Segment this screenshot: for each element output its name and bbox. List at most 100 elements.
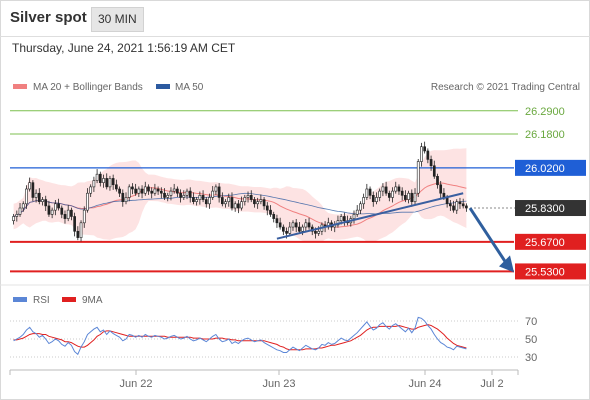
candle (269, 205, 272, 217)
candle (243, 194, 247, 206)
candle-body-up (41, 199, 44, 202)
candle-body-down (384, 186, 388, 194)
candle-body-up (455, 201, 459, 211)
candle (394, 181, 398, 194)
candle-body-up (240, 201, 243, 209)
trend-annotations (276, 192, 514, 273)
candle-body-up (413, 192, 417, 202)
candle-body-up (127, 186, 131, 198)
candle-body-down (115, 184, 118, 190)
candle (179, 189, 182, 203)
candle-body-down (436, 176, 439, 186)
key-levels (10, 110, 518, 273)
candle (304, 219, 308, 233)
level-labels: 26.2900 26.1800 26.0200 25.8300 25.6700 25.53… (515, 106, 586, 280)
candle-body-down (400, 190, 404, 196)
candle-body-down (163, 192, 166, 198)
candle-body-down (121, 192, 125, 202)
candle-body-up (214, 186, 218, 192)
candle (204, 197, 208, 208)
projection-arrowhead (499, 255, 514, 273)
candle (400, 187, 404, 201)
candle (102, 174, 105, 188)
candle (188, 187, 192, 203)
candle-body-up (416, 161, 420, 194)
candle (70, 207, 73, 221)
candle (82, 206, 86, 228)
candle (54, 199, 57, 216)
candle-body-up (208, 197, 211, 205)
candle (452, 200, 455, 213)
candle-body-down (262, 199, 266, 207)
candle (111, 174, 115, 190)
candle (253, 197, 256, 208)
candle (237, 199, 240, 214)
candle-body-down (423, 146, 426, 152)
candle-body-up (25, 188, 28, 205)
level-label-3: 25.8300 (525, 203, 565, 215)
candle (86, 188, 89, 213)
candle (262, 197, 266, 210)
support-trendline (276, 192, 464, 240)
candle-body-up (95, 173, 99, 181)
candle-body-down (230, 197, 234, 209)
candle (381, 183, 385, 197)
candle (198, 191, 202, 205)
candle-body-down (63, 214, 67, 219)
candle (47, 200, 51, 217)
candle-body-down (285, 230, 288, 234)
candle (249, 190, 253, 203)
candle (34, 189, 38, 203)
candle (217, 183, 221, 203)
candle (150, 187, 154, 199)
candle (432, 160, 436, 179)
candle (291, 220, 295, 231)
candle (410, 189, 414, 207)
candle-body-up (102, 178, 105, 183)
candle (98, 171, 102, 187)
candle (159, 187, 163, 199)
candle-body-up (108, 178, 112, 188)
candle (352, 210, 356, 224)
candle-body-up (375, 197, 378, 202)
candle (21, 201, 25, 212)
candle-body-down (31, 182, 35, 198)
candle (465, 203, 468, 212)
candle-body-down (70, 209, 73, 217)
candle (140, 185, 144, 199)
rsi-ma-legend-swatch (62, 297, 76, 302)
candle (455, 199, 459, 214)
candle-body-down (343, 216, 346, 222)
candle (413, 188, 417, 205)
candle (208, 193, 211, 209)
candle (423, 141, 426, 154)
candle (375, 192, 378, 205)
candle-body-down (201, 195, 205, 200)
candle-body-up (291, 222, 295, 228)
timeframe-badge[interactable]: 30 MIN (91, 7, 144, 32)
candle-body-down (307, 222, 311, 228)
candle (37, 188, 41, 205)
x-tick-label-2: Jun 24 (408, 378, 441, 390)
candle (44, 195, 48, 211)
candle (115, 179, 118, 192)
candle (127, 184, 131, 202)
candle-body-up (21, 203, 25, 209)
x-tick-label-1: Jun 23 (262, 378, 295, 390)
candle (265, 202, 269, 216)
candle-body-down (131, 186, 134, 190)
report-timestamp: Thursday, June 24, 2021 1:56:19 AM CET (12, 41, 236, 55)
candle-body-up (79, 222, 83, 238)
candle-body-up (50, 209, 54, 215)
candle-body-up (227, 197, 231, 202)
candle-body-down (314, 230, 317, 234)
candle (282, 224, 285, 236)
candle (73, 212, 76, 237)
x-tick-label-0: Jun 22 (119, 378, 152, 390)
candle-body-up (243, 197, 247, 202)
candle (294, 219, 298, 233)
candle (124, 192, 128, 205)
candle-body-up (34, 192, 38, 198)
level-badge-4 (515, 233, 586, 250)
candle-body-up (182, 195, 186, 198)
